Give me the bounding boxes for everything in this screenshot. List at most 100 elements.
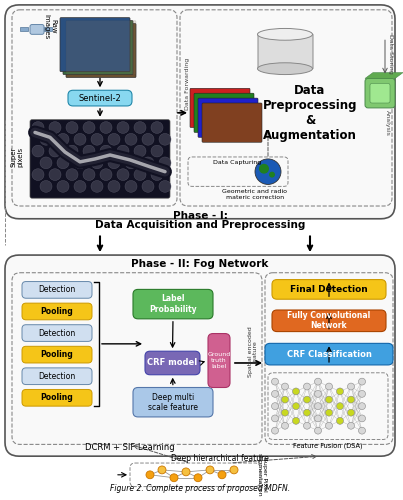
Circle shape [347,396,355,403]
Circle shape [146,471,154,478]
Text: Ground
truth
label: Ground truth label [208,352,231,369]
Text: Data Storing: Data Storing [388,34,393,74]
Circle shape [272,378,278,385]
Text: Geometric and radio
materic correction: Geometric and radio materic correction [222,189,287,200]
Circle shape [194,474,202,482]
Circle shape [74,134,86,145]
Text: Sentinel-2: Sentinel-2 [79,94,121,102]
Text: Super
pixels: Super pixels [10,147,23,167]
Circle shape [269,172,275,177]
Circle shape [359,390,366,398]
Circle shape [282,422,289,429]
Circle shape [159,180,171,192]
Text: Phase - II: Fog Network: Phase - II: Fog Network [131,259,269,269]
Circle shape [125,134,137,145]
Circle shape [337,402,343,409]
Circle shape [66,122,78,134]
FancyBboxPatch shape [202,103,262,142]
Circle shape [347,422,355,429]
Polygon shape [44,28,52,32]
Circle shape [32,145,44,157]
Circle shape [230,466,238,474]
Circle shape [170,474,178,482]
Circle shape [282,409,289,416]
FancyBboxPatch shape [272,310,386,332]
FancyBboxPatch shape [5,255,395,456]
Text: Spatial encoded
feature: Spatial encoded feature [247,326,258,376]
Circle shape [326,383,332,390]
Circle shape [347,409,355,416]
Circle shape [32,168,44,180]
Ellipse shape [258,63,312,74]
Circle shape [282,396,289,403]
Circle shape [100,145,112,157]
FancyBboxPatch shape [68,90,132,106]
Text: CRF Classification: CRF Classification [287,350,372,358]
Text: Raw
Images: Raw Images [44,14,56,39]
Circle shape [151,122,163,134]
Circle shape [91,157,103,168]
Circle shape [100,122,112,134]
FancyBboxPatch shape [22,303,92,320]
FancyBboxPatch shape [208,334,230,388]
Text: Data Capturing: Data Capturing [213,160,261,165]
Text: DCRM + SIF Learning: DCRM + SIF Learning [85,443,175,452]
Circle shape [49,168,61,180]
Circle shape [134,168,146,180]
Text: Deep multi
scale feature: Deep multi scale feature [148,392,198,412]
Text: Phase - I:: Phase - I: [172,211,227,221]
Circle shape [49,122,61,134]
FancyBboxPatch shape [133,290,213,319]
Circle shape [151,168,163,180]
Circle shape [57,134,69,145]
Circle shape [293,402,299,409]
Text: Final Detection: Final Detection [290,285,368,294]
FancyBboxPatch shape [194,93,254,132]
Text: Feature Fusion (DSA): Feature Fusion (DSA) [293,442,363,448]
Circle shape [347,383,355,390]
Circle shape [74,180,86,192]
Text: Label
Probability: Label Probability [149,294,197,314]
Text: CRF model: CRF model [147,358,197,368]
Text: Pooling: Pooling [41,307,73,316]
FancyBboxPatch shape [22,346,92,363]
Circle shape [314,427,322,434]
FancyBboxPatch shape [30,24,44,34]
Circle shape [91,180,103,192]
Circle shape [49,145,61,157]
Circle shape [142,134,154,145]
Circle shape [108,157,120,168]
Circle shape [337,388,343,395]
Text: Data
Preprocessing
&
Augmentation: Data Preprocessing & Augmentation [263,84,357,142]
Ellipse shape [258,28,312,40]
Circle shape [108,180,120,192]
FancyBboxPatch shape [133,388,213,417]
Circle shape [125,180,137,192]
Circle shape [293,388,299,395]
Circle shape [359,415,366,422]
Text: Analysis: Analysis [384,110,390,136]
FancyBboxPatch shape [190,88,250,128]
Text: Pooling: Pooling [41,350,73,359]
Circle shape [206,466,214,474]
Circle shape [40,134,52,145]
Circle shape [117,122,129,134]
Text: Data Forwarding: Data Forwarding [185,58,189,110]
Circle shape [314,390,322,398]
Text: Pooling: Pooling [41,394,73,402]
FancyBboxPatch shape [198,98,258,138]
FancyBboxPatch shape [60,18,130,72]
Circle shape [359,378,366,385]
Circle shape [272,390,278,398]
Circle shape [40,157,52,168]
Circle shape [66,168,78,180]
Circle shape [272,427,278,434]
Circle shape [159,134,171,145]
Polygon shape [365,72,403,78]
Circle shape [282,383,289,390]
Text: Deep hierarchical feature: Deep hierarchical feature [171,454,269,462]
FancyBboxPatch shape [63,20,133,74]
Circle shape [182,468,190,476]
FancyBboxPatch shape [22,324,92,342]
Circle shape [32,122,44,134]
